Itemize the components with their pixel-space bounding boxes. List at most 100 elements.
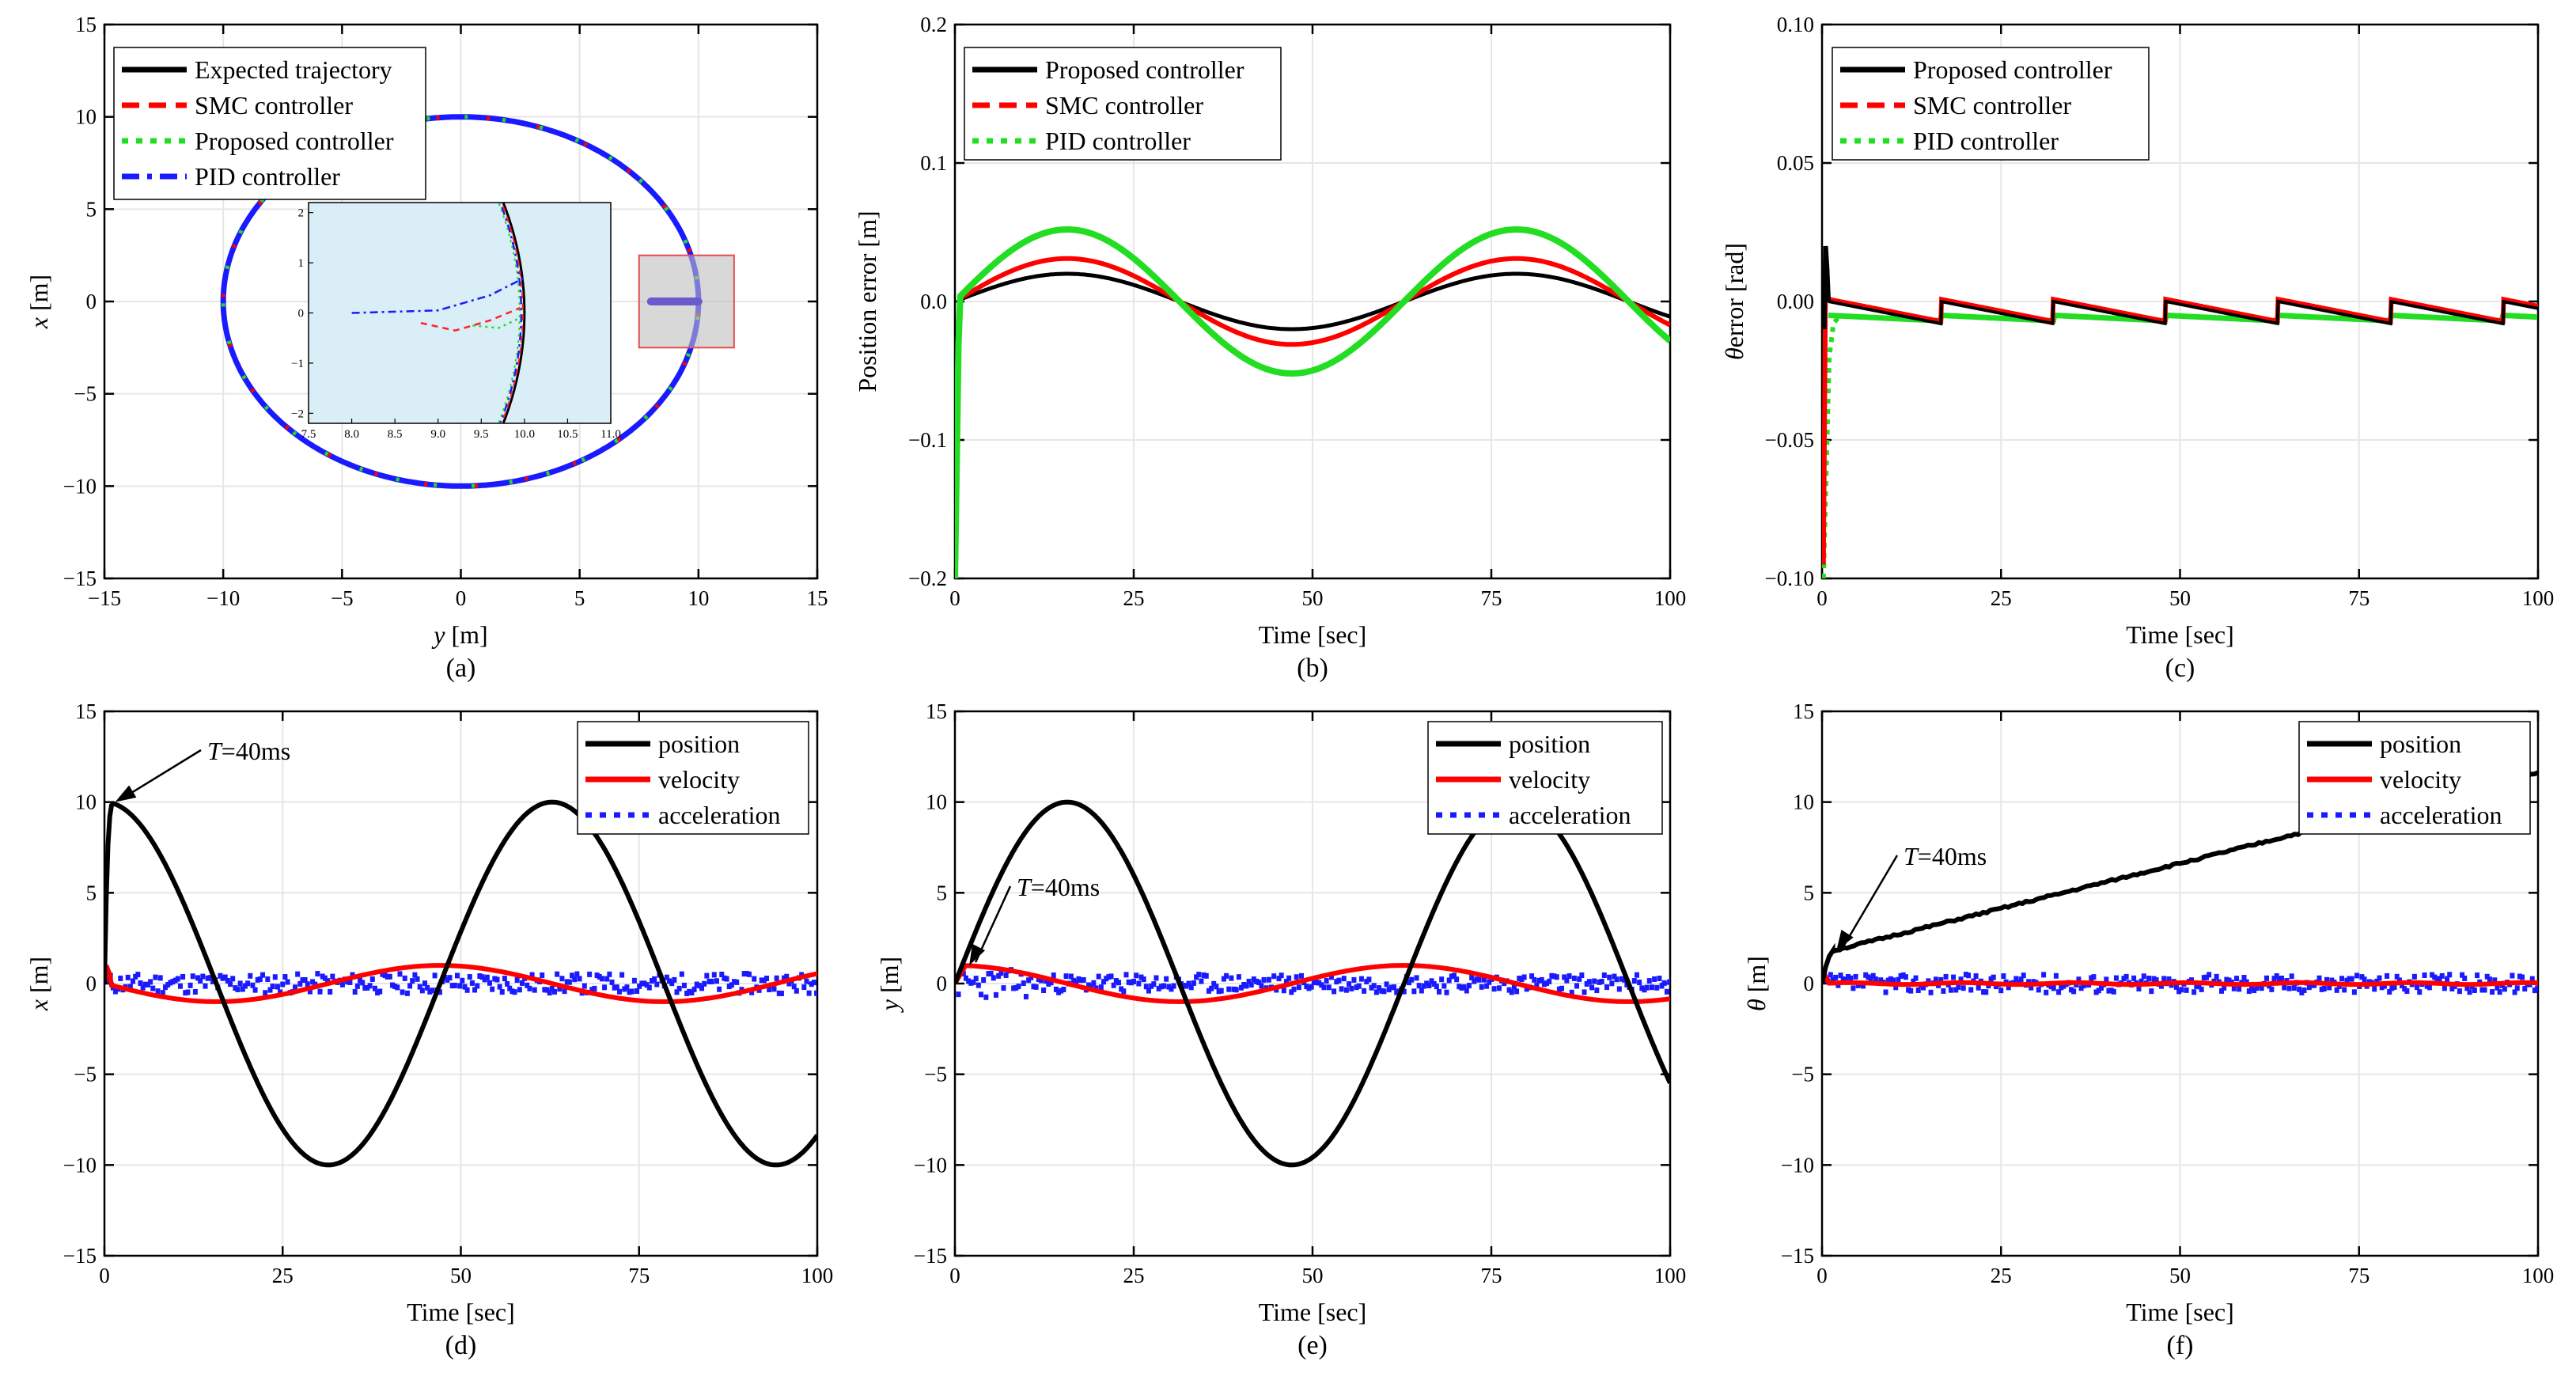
- acceleration-point: [604, 976, 610, 982]
- acceleration-point: [1358, 976, 1364, 982]
- acceleration-point: [2136, 985, 2142, 991]
- acceleration-point: [2321, 985, 2327, 991]
- acceleration-point: [1021, 980, 1026, 987]
- acceleration-point: [525, 982, 530, 988]
- series-smc: [1828, 296, 2538, 324]
- acceleration-point: [1991, 974, 1996, 980]
- acceleration-point: [612, 984, 617, 991]
- acceleration-point: [2457, 988, 2462, 995]
- inset-pid-start: [351, 276, 525, 314]
- acceleration-point: [1388, 984, 1394, 991]
- acceleration-point: [512, 989, 517, 995]
- acceleration-point: [988, 970, 994, 976]
- acceleration-point: [390, 982, 396, 988]
- annotation: T=40ms: [1836, 842, 1987, 951]
- acceleration-point: [667, 978, 672, 984]
- series-acceleration: [956, 967, 1670, 1000]
- acceleration-point: [2460, 972, 2465, 978]
- acceleration-point: [1637, 980, 1642, 986]
- acceleration-point: [649, 978, 654, 984]
- acceleration-point: [1642, 987, 1647, 993]
- acceleration-point: [275, 984, 280, 990]
- annotation-arrow-head: [969, 943, 986, 966]
- acceleration-point: [2510, 972, 2515, 979]
- acceleration-point: [1569, 989, 1574, 995]
- acceleration-point: [1667, 979, 1670, 985]
- y-tick-label: 5: [86, 197, 97, 221]
- acceleration-point: [2359, 974, 2365, 980]
- x-tick-label: 0: [1816, 1264, 1828, 1287]
- series-velocity: [955, 963, 1670, 1004]
- acceleration-point: [1888, 976, 1893, 982]
- acceleration-point: [1316, 980, 1322, 986]
- acceleration-point: [2006, 984, 2011, 991]
- acceleration-point: [2146, 976, 2152, 982]
- acceleration-point: [2076, 976, 2082, 983]
- acceleration-point: [602, 984, 608, 991]
- acceleration-point: [2222, 984, 2227, 991]
- acceleration-point: [1659, 983, 1665, 989]
- acceleration-point: [1549, 972, 1555, 979]
- acceleration-point: [1351, 976, 1357, 983]
- y-axis-label: y [m]: [875, 957, 903, 1013]
- acceleration-point: [566, 979, 572, 985]
- acceleration-point: [1328, 974, 1334, 980]
- acceleration-point: [1521, 974, 1527, 980]
- acceleration-point: [2351, 989, 2357, 995]
- acceleration-point: [1061, 986, 1066, 992]
- x-axis-label: Time [sec]: [2126, 1298, 2234, 1326]
- acceleration-point: [2490, 989, 2495, 995]
- acceleration-point: [1419, 987, 1424, 994]
- acceleration-point: [1913, 975, 1919, 981]
- acceleration-point: [599, 976, 604, 982]
- acceleration-point: [1481, 976, 1487, 983]
- y-tick-label: −15: [63, 1244, 97, 1268]
- acceleration-point: [1076, 976, 1082, 982]
- acceleration-point: [2121, 976, 2127, 982]
- y-tick-label: −0.1: [908, 428, 947, 452]
- acceleration-point: [307, 988, 313, 995]
- acceleration-point: [188, 982, 193, 988]
- acceleration-point: [1386, 987, 1392, 993]
- inset-expected-arc: [502, 203, 526, 423]
- acceleration-point: [2173, 984, 2179, 990]
- acceleration-point: [1524, 986, 1529, 992]
- acceleration-point: [255, 976, 260, 983]
- acceleration-point: [165, 981, 171, 987]
- x-tick-label: 25: [1991, 1264, 2012, 1287]
- acceleration-point: [2354, 972, 2360, 979]
- acceleration-point: [1646, 978, 1652, 984]
- acceleration-point: [1941, 987, 1946, 994]
- inset-y-tick-label: 2: [298, 207, 305, 220]
- acceleration-point: [1154, 975, 1159, 981]
- annotation-label: T=40ms: [1904, 842, 1987, 870]
- acceleration-point: [1476, 976, 1482, 983]
- x-axis-label: Time [sec]: [1259, 1298, 1367, 1326]
- acceleration-point: [776, 990, 782, 996]
- acceleration-point: [1601, 972, 1607, 978]
- acceleration-point: [2324, 976, 2330, 983]
- y-tick-label: 0: [86, 290, 97, 313]
- acceleration-point: [1366, 976, 1372, 983]
- series-line: [955, 226, 1670, 578]
- acceleration-point: [1304, 984, 1309, 990]
- acceleration-point: [168, 980, 173, 986]
- acceleration-point: [1619, 976, 1624, 982]
- acceleration-point: [2279, 976, 2285, 982]
- acceleration-point: [1194, 974, 1199, 980]
- acceleration-point: [325, 978, 331, 984]
- series-proposed: [1828, 299, 2538, 326]
- annotation-arrow-line: [120, 749, 202, 800]
- acceleration-point: [2151, 976, 2157, 982]
- acceleration-point: [225, 977, 230, 984]
- acceleration-point: [380, 971, 385, 977]
- acceleration-point: [2387, 988, 2392, 995]
- acceleration-point: [639, 980, 645, 987]
- y-axis-label: θ [m]: [1742, 956, 1771, 1011]
- y-tick-label: −15: [63, 567, 97, 590]
- inset-x-tick-label: 10.5: [557, 428, 578, 441]
- acceleration-point: [681, 982, 687, 988]
- acceleration-point: [2385, 972, 2390, 979]
- y-tick-label: 0: [937, 972, 948, 995]
- legend-label: Expected trajectory: [195, 55, 392, 84]
